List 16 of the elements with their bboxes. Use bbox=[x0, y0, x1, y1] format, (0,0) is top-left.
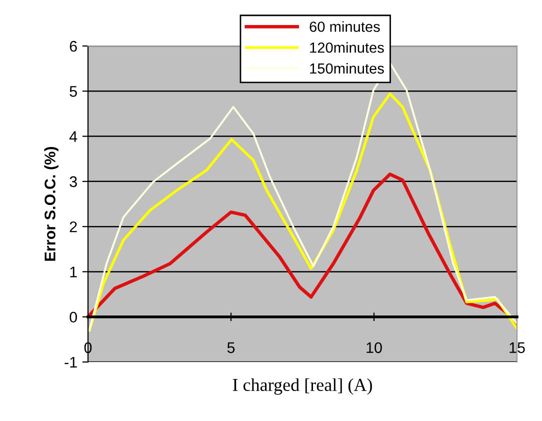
legend-label: 60 minutes bbox=[310, 21, 380, 32]
legend-label: 150minutes bbox=[310, 62, 384, 74]
y-tick-label: 2 bbox=[70, 221, 77, 232]
y-tick-label: 6 bbox=[70, 40, 77, 52]
y-tick-label: -1 bbox=[64, 357, 77, 368]
x-tick-label: 10 bbox=[366, 342, 382, 354]
y-tick-label: 4 bbox=[69, 131, 78, 142]
y-tick-label: 5 bbox=[70, 86, 77, 97]
legend-label: 120minutes bbox=[310, 42, 384, 53]
y-tick-label: 0 bbox=[70, 312, 77, 323]
x-tick-label: 15 bbox=[510, 342, 525, 354]
y-axis-title: Error S.O.C. (%) bbox=[44, 147, 58, 261]
x-axis-title: I charged [real] (A) bbox=[232, 378, 372, 395]
x-tick-label: 5 bbox=[227, 342, 235, 354]
y-tick-label: 1 bbox=[70, 266, 77, 278]
y-tick-label: 3 bbox=[70, 176, 77, 188]
